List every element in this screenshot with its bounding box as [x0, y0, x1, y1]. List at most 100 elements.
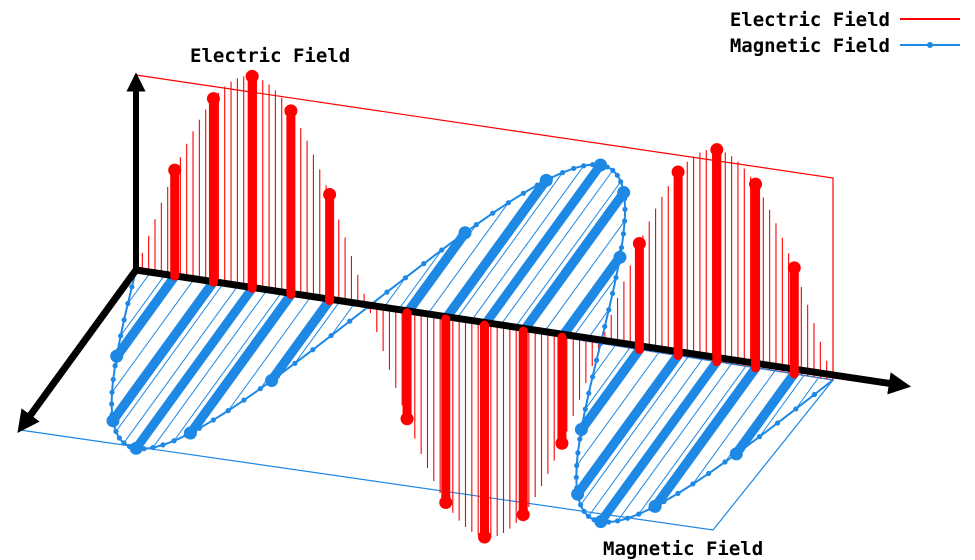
magnetic-envelope-point	[581, 508, 587, 514]
magnetic-envelope-point	[722, 459, 728, 465]
magnetic-vector-tip	[458, 226, 472, 240]
magnetic-envelope-point	[402, 275, 409, 281]
magnetic-envelope-point	[622, 218, 628, 224]
electric-field-vectors	[168, 69, 801, 544]
magnetic-field-line	[588, 359, 703, 517]
magnetic-vector-tip	[574, 422, 588, 436]
magnetic-envelope-point	[292, 360, 298, 366]
magnetic-envelope-point	[585, 513, 592, 519]
magnetic-field-line	[571, 277, 617, 340]
magnetic-vector-tip	[617, 186, 631, 200]
magnetic-field-line	[580, 356, 689, 506]
magnetic-envelope-point	[690, 481, 696, 487]
magnetic-vector-tip	[594, 515, 608, 529]
magnetic-envelope-point	[241, 397, 247, 403]
magnetic-vector-tip	[183, 426, 197, 440]
magnetic-envelope-point	[129, 284, 135, 290]
magnetic-envelope-point	[110, 376, 116, 383]
magnetic-envelope-point	[473, 222, 479, 228]
magnetic-envelope-point	[589, 374, 596, 380]
magnetic-field-vector	[480, 160, 605, 330]
magnetic-field-line	[382, 277, 406, 310]
electric-vector-tip	[555, 436, 569, 450]
magnetic-envelope-point	[811, 391, 817, 398]
magnetic-envelope-point	[613, 274, 619, 281]
magnetic-vector-tip	[129, 441, 143, 455]
magnetic-envelope-point	[439, 247, 445, 253]
magnetic-envelope-point	[112, 363, 118, 369]
magnetic-envelope-point	[141, 446, 147, 452]
magnetic-envelope-point	[614, 172, 620, 178]
magnetic-envelope-point	[573, 474, 579, 480]
magnetic-field-line	[576, 352, 660, 466]
magnetic-field-label: Magnetic Field	[603, 538, 763, 560]
magnetic-vector-tip	[106, 414, 120, 428]
magnetic-envelope-point	[578, 502, 584, 508]
magnetic-vector-tip	[648, 499, 662, 513]
magnetic-envelope-point	[586, 390, 592, 396]
legend-label-electric: Electric Field	[730, 9, 890, 31]
magnetic-envelope-point	[328, 332, 334, 339]
electric-vector-tip	[323, 188, 337, 202]
magnetic-envelope-point	[793, 406, 799, 412]
magnetic-envelope-point	[610, 167, 616, 173]
electric-vector-tip	[439, 495, 453, 509]
magnetic-vector-tip	[613, 250, 627, 264]
magnetic-field-vector	[573, 351, 683, 499]
magnetic-envelope-point	[618, 179, 624, 185]
legend-point-magnetic	[927, 42, 933, 48]
magnetic-envelope-point	[582, 406, 588, 412]
magnetic-field-vector	[518, 188, 629, 336]
electric-vector-tip	[710, 143, 724, 157]
magnetic-field-line	[513, 181, 622, 330]
electric-vector-tip	[671, 165, 685, 179]
magnetic-field-vector	[112, 271, 180, 361]
magnetic-plane-frame	[18, 269, 835, 531]
magnetic-field-vectors	[106, 158, 799, 529]
magnetic-envelope-point	[606, 519, 612, 525]
magnetic-field-vector	[576, 344, 644, 434]
electric-vector-tip	[516, 508, 530, 522]
magnetic-envelope-point	[593, 357, 600, 363]
electric-field-label: Electric Field	[190, 45, 350, 67]
magnetic-envelope-point	[160, 442, 166, 448]
magnetic-envelope-point	[614, 518, 621, 524]
electric-vector-tip	[478, 530, 491, 544]
magnetic-vector-tip	[265, 374, 279, 388]
magnetic-field-line	[294, 301, 340, 364]
electric-vector-tip	[787, 261, 801, 275]
magnetic-envelope-point	[109, 401, 115, 407]
magnetic-field-line	[123, 285, 239, 444]
magnetic-envelope-point	[490, 210, 496, 216]
magnetic-field-vector	[108, 277, 218, 426]
magnetic-envelope-point	[756, 434, 763, 440]
propagation-axis	[135, 266, 912, 395]
magnetic-envelope-point	[606, 307, 612, 313]
magnetic-field-line	[498, 170, 614, 328]
magnetic-field-vector	[650, 363, 761, 511]
magnetic-envelope-point	[310, 347, 316, 353]
magnetic-envelope-point	[675, 490, 681, 496]
magnetic-field-line	[692, 370, 776, 485]
electric-vector-tip	[245, 69, 259, 83]
magnetic-envelope-point	[150, 444, 156, 451]
magnetic-envelope-point	[618, 244, 625, 251]
legend: Electric Field Magnetic Field	[730, 9, 960, 57]
magnetic-envelope-point	[609, 290, 616, 297]
magnetic-field-line	[638, 365, 747, 515]
magnetic-envelope-point	[625, 515, 631, 521]
magnetic-envelope-point	[347, 318, 353, 324]
electric-vector-tip	[168, 163, 182, 177]
magnetic-field-line	[127, 271, 151, 304]
electric-vector-tip	[206, 92, 220, 106]
magnetic-field-vector	[267, 296, 335, 386]
magnetic-field-vector	[441, 175, 551, 324]
magnetic-envelope-point	[210, 417, 216, 423]
magnetic-field-line	[542, 220, 626, 335]
magnetic-envelope-point	[113, 428, 119, 435]
magnetic-envelope-point	[581, 163, 587, 169]
magnetic-field-line	[111, 278, 195, 393]
magnetic-envelope-point	[602, 323, 608, 330]
magnetic-vector-tip	[539, 173, 553, 187]
magnetic-envelope-point	[520, 190, 526, 196]
